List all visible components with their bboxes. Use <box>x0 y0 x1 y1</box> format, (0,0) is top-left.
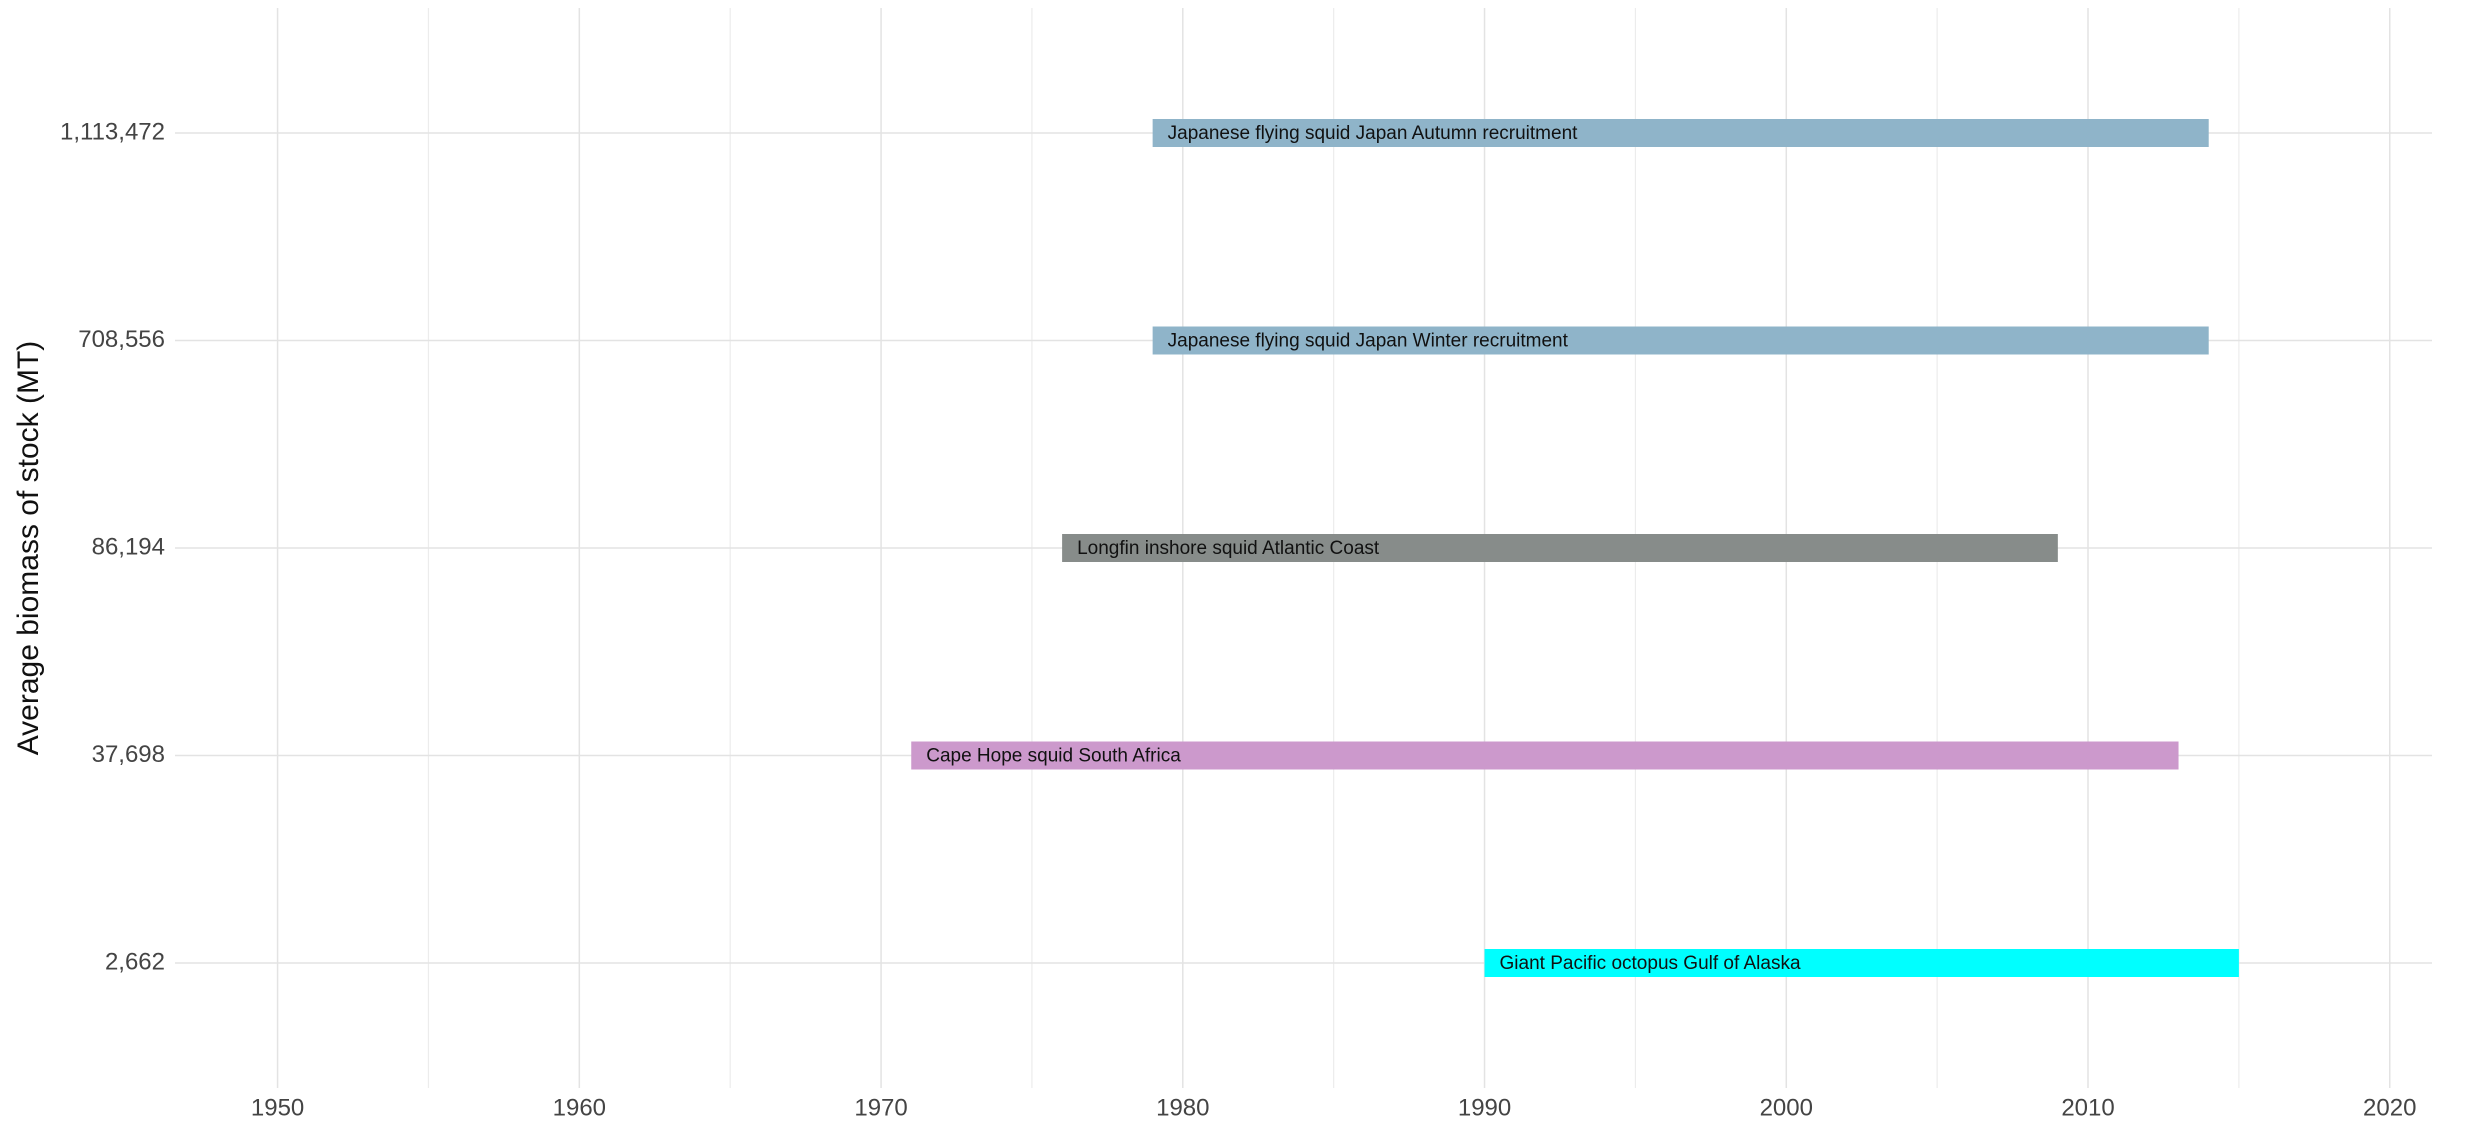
y-axis-title: Average biomass of stock (MT) <box>12 341 45 756</box>
x-tick-label: 1950 <box>251 1094 304 1121</box>
bar-label: Cape Hope squid South Africa <box>926 746 1181 767</box>
bar <box>1062 534 2058 562</box>
bar-label: Giant Pacific octopus Gulf of Alaska <box>1500 953 1801 974</box>
y-tick-label: 37,698 <box>92 741 165 768</box>
y-tick-label: 1,113,472 <box>60 118 165 145</box>
x-tick-label: 2020 <box>2363 1094 2416 1121</box>
x-tick-label: 1960 <box>553 1094 606 1121</box>
x-tick-label: 1980 <box>1156 1094 1209 1121</box>
bar-label: Japanese flying squid Japan Winter recru… <box>1168 331 1569 352</box>
x-tick-label: 2000 <box>1760 1094 1813 1121</box>
bar <box>1484 949 2239 977</box>
bar-label: Longfin inshore squid Atlantic Coast <box>1077 538 1380 559</box>
x-tick-label: 1990 <box>1458 1094 1511 1121</box>
x-tick-label: 2010 <box>2061 1094 2114 1121</box>
y-tick-label: 86,194 <box>92 533 165 560</box>
bar <box>1152 326 2209 355</box>
bar <box>911 741 2179 770</box>
x-tick-label: 1970 <box>854 1094 907 1121</box>
y-tick-label: 708,556 <box>78 326 165 353</box>
bar-label: Japanese flying squid Japan Autumn recru… <box>1168 123 1579 144</box>
bar <box>1152 119 2209 147</box>
y-tick-label: 2,662 <box>105 948 165 975</box>
